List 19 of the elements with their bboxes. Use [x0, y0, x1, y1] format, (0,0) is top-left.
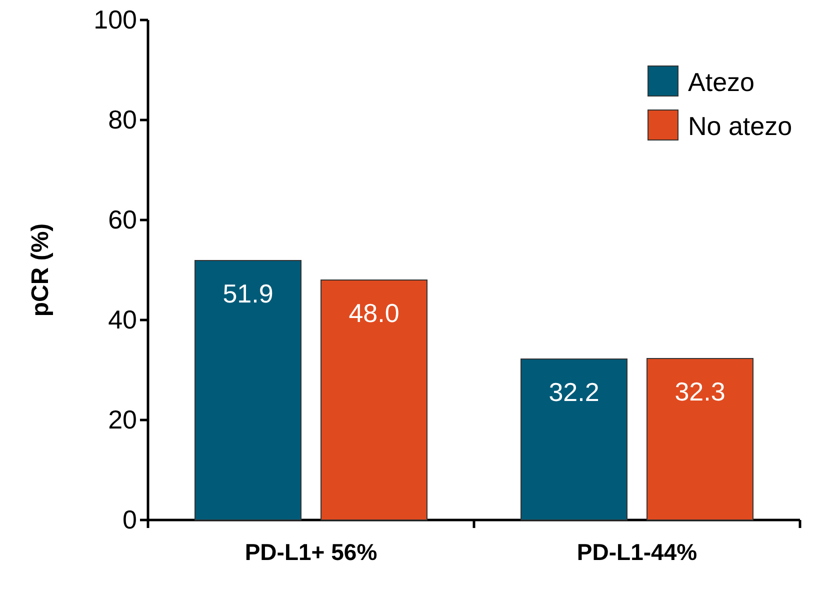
- y-axis-title: pCR (%): [27, 223, 54, 317]
- bar: [520, 358, 628, 520]
- bar: [646, 358, 754, 520]
- text: 32.2: [548, 377, 600, 407]
- bar: [320, 280, 428, 520]
- y-tick-label: 60: [108, 204, 137, 234]
- legend-label: No atezo: [688, 111, 792, 141]
- legend-label: Atezo: [688, 67, 754, 97]
- y-tick-label: 40: [108, 304, 137, 334]
- y-tick-label: 0: [122, 504, 137, 534]
- text: 48.0: [348, 298, 400, 328]
- text: 51.9: [222, 278, 274, 308]
- x-tick-label: PD-L1+ 56%: [244, 538, 378, 565]
- x-tick-label: PD-L1-44%: [576, 538, 698, 565]
- bar: [194, 260, 302, 520]
- y-tick-label: 80: [108, 104, 137, 134]
- text: 32.3: [674, 376, 726, 406]
- y-tick-label: 20: [108, 404, 137, 434]
- y-tick-label: 100: [94, 4, 137, 34]
